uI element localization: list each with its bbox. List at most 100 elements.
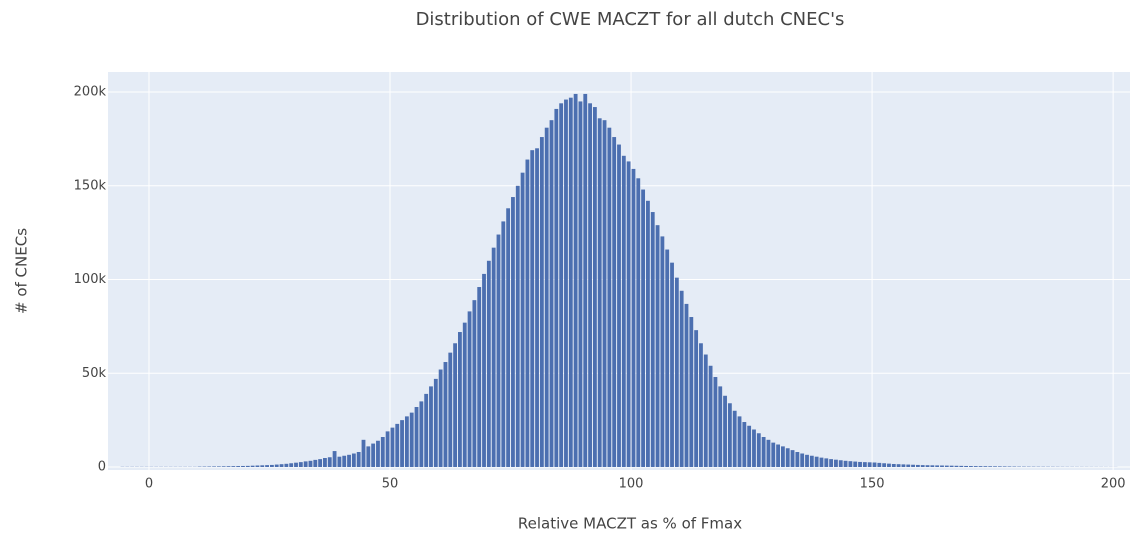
bar: [544, 127, 549, 468]
bar: [395, 423, 400, 468]
bar: [462, 322, 467, 468]
bar: [559, 103, 564, 468]
bar: [380, 437, 385, 468]
bar: [477, 287, 482, 468]
bar: [800, 453, 805, 468]
bar: [631, 168, 636, 468]
bar: [997, 466, 1002, 468]
bar: [530, 150, 535, 468]
bar: [602, 120, 607, 468]
bar: [327, 457, 332, 468]
bar: [269, 464, 274, 468]
bar: [260, 465, 265, 468]
y-tick-label: 50k: [82, 366, 107, 381]
bar: [409, 412, 414, 468]
bar: [535, 148, 539, 468]
bar: [940, 465, 944, 468]
bar: [414, 407, 419, 468]
bar: [385, 431, 390, 468]
bar: [867, 462, 872, 468]
bar: [925, 465, 930, 468]
y-tick-label: 150k: [74, 178, 107, 193]
bar: [703, 354, 708, 468]
bar: [809, 455, 814, 468]
bar: [506, 208, 511, 468]
bar: [255, 465, 260, 468]
bar: [718, 386, 723, 468]
bar: [303, 461, 308, 468]
bar: [221, 466, 226, 468]
bar: [486, 260, 491, 468]
bar: [708, 365, 713, 468]
bar: [318, 459, 323, 468]
bar: [795, 452, 800, 468]
bar: [573, 93, 578, 468]
bar: [458, 332, 462, 468]
bar: [911, 464, 915, 468]
bar: [650, 212, 655, 468]
bar: [433, 378, 438, 468]
bar: [539, 137, 544, 468]
bar: [390, 427, 395, 468]
bar: [443, 362, 448, 468]
bar: [356, 452, 361, 468]
y-axis-title: # of CNECs: [13, 228, 31, 314]
labels: 0 50k 100k 150k 200k 0 50 100 150 200: [74, 85, 1126, 492]
bar: [636, 178, 641, 468]
bar: [347, 454, 351, 468]
bar: [284, 463, 289, 468]
bar: [776, 444, 780, 468]
bar: [964, 465, 969, 468]
x-tick-label: 200: [1101, 477, 1126, 492]
bar: [621, 155, 626, 468]
bar: [901, 464, 906, 468]
bar: [511, 197, 515, 468]
chart-title: Distribution of CWE MACZT for all dutch …: [416, 9, 845, 30]
bar: [226, 466, 231, 468]
bars: [120, 93, 1118, 468]
bar: [520, 172, 525, 468]
bar: [766, 439, 771, 468]
bar: [245, 465, 250, 468]
bar: [583, 93, 588, 468]
bar: [689, 317, 694, 468]
bar: [848, 461, 853, 468]
bar: [834, 459, 838, 468]
bar: [674, 277, 679, 468]
bar: [554, 108, 559, 468]
bar: [308, 460, 313, 468]
bar: [742, 422, 747, 468]
bar: [472, 300, 477, 468]
bar: [376, 440, 380, 468]
bar: [843, 460, 848, 468]
bar: [250, 465, 255, 468]
bar: [212, 466, 216, 468]
bar: [756, 433, 761, 468]
bar: [983, 466, 988, 468]
bar: [216, 466, 221, 468]
bar: [660, 236, 665, 468]
bar: [617, 144, 621, 468]
y-tick-label: 100k: [74, 272, 107, 287]
x-axis-title: Relative MACZT as % of Fmax: [518, 515, 742, 533]
bar: [679, 290, 684, 468]
bar: [404, 416, 409, 468]
bar: [805, 454, 809, 468]
bar: [824, 458, 829, 468]
bar: [790, 450, 795, 468]
bar: [935, 465, 940, 468]
bar: [646, 200, 650, 468]
bar: [323, 458, 327, 468]
bar: [699, 343, 703, 468]
bar: [694, 330, 699, 468]
bar: [891, 464, 896, 468]
bar: [289, 463, 294, 468]
bar: [588, 103, 592, 468]
bar: [597, 118, 602, 468]
bar: [549, 120, 554, 468]
bar: [761, 437, 766, 468]
x-tick-label: 100: [619, 477, 644, 492]
bar: [877, 462, 882, 468]
bar: [332, 451, 337, 468]
